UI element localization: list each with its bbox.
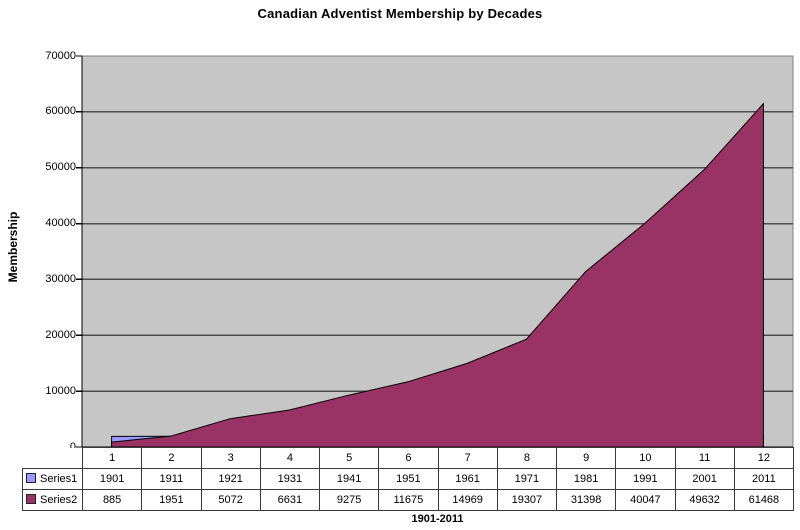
y-tick-label: 60000 (45, 105, 76, 118)
series-row-Series1: Series1 1901 1911 1921 1931 1941 1951 1961 1971 1… (22, 468, 795, 490)
y-tick-label: 40000 (45, 217, 76, 230)
series-label-cell: Series1 (22, 468, 83, 490)
value-cell: 1901 (81, 468, 143, 490)
value-cell: 1911 (141, 468, 202, 490)
legend-key-icon (26, 494, 36, 504)
value-cell: 1951 (141, 489, 202, 511)
x-axis-title: 1901-2011 (411, 513, 464, 525)
value-cell: 11675 (378, 489, 439, 511)
data-table: 1 2 3 4 5 6 7 8 9 10 11 12 Series1 1901 1911 1921 1931 19… (22, 447, 795, 511)
category-cell: 7 (437, 447, 498, 469)
table-corner-blank (22, 447, 83, 469)
category-cell: 3 (200, 447, 261, 469)
value-cell: 6631 (259, 489, 321, 511)
category-cell: 4 (259, 447, 321, 469)
y-tick-label: 10000 (45, 384, 76, 397)
series-row-Series2: Series2 885 1951 5072 6631 9275 11675 14969 1930… (22, 489, 795, 511)
value-cell: 61468 (733, 489, 795, 511)
y-tick-label: 70000 (45, 49, 76, 62)
value-cell: 49632 (674, 489, 735, 511)
value-cell: 1931 (259, 468, 321, 490)
value-cell: 1961 (437, 468, 498, 490)
series-name: Series2 (40, 494, 78, 506)
y-tick-label: 0 (69, 440, 76, 453)
value-cell: 5072 (200, 489, 261, 511)
value-cell: 1981 (555, 468, 617, 490)
y-tick-label: 50000 (45, 161, 76, 174)
value-cell: 14969 (437, 489, 498, 511)
value-cell: 9275 (318, 489, 380, 511)
category-cell: 10 (615, 447, 676, 469)
category-cell: 8 (496, 447, 558, 469)
category-cell: 12 (733, 447, 795, 469)
category-cell: 2 (141, 447, 202, 469)
legend-key-icon (26, 473, 36, 483)
value-cell: 2001 (674, 468, 735, 490)
category-cell: 5 (318, 447, 380, 469)
value-cell: 1991 (615, 468, 676, 490)
y-tick-label: 30000 (45, 272, 76, 285)
category-cell: 9 (555, 447, 617, 469)
category-cell: 11 (674, 447, 735, 469)
value-cell: 1921 (200, 468, 261, 490)
y-tick-label: 20000 (45, 328, 76, 341)
category-row: 1 2 3 4 5 6 7 8 9 10 11 12 (22, 447, 795, 469)
value-cell: 1971 (496, 468, 558, 490)
value-cell: 40047 (615, 489, 676, 511)
value-cell: 1941 (318, 468, 380, 490)
category-cell: 1 (81, 447, 143, 469)
value-cell: 31398 (555, 489, 617, 511)
series-area-Series2 (111, 102, 764, 448)
series-name: Series1 (40, 473, 78, 485)
category-cell: 6 (378, 447, 439, 469)
chart-title: Canadian Adventist Membership by Decades (257, 6, 543, 21)
series-label-cell: Series2 (22, 489, 83, 511)
value-cell: 885 (81, 489, 143, 511)
value-cell: 19307 (496, 489, 558, 511)
value-cell: 2011 (733, 468, 795, 490)
value-cell: 1951 (378, 468, 439, 490)
